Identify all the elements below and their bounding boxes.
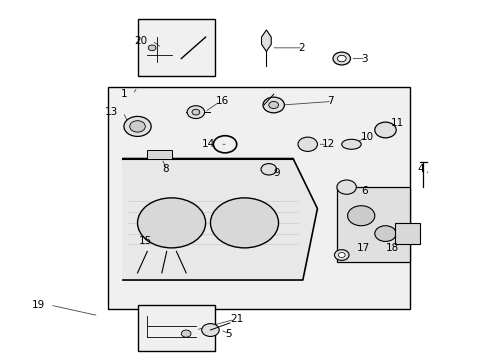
Polygon shape <box>122 158 317 280</box>
Bar <box>137 19 215 76</box>
Text: 18: 18 <box>385 243 398 253</box>
Text: 20: 20 <box>134 36 147 46</box>
Text: 5: 5 <box>224 329 231 339</box>
Text: 11: 11 <box>389 118 403 128</box>
Circle shape <box>334 249 348 260</box>
Circle shape <box>336 180 356 194</box>
Circle shape <box>374 226 395 242</box>
Text: 3: 3 <box>361 54 367 64</box>
Circle shape <box>137 198 205 248</box>
Circle shape <box>268 102 278 109</box>
Circle shape <box>261 163 276 175</box>
Circle shape <box>201 324 219 337</box>
Bar <box>147 150 171 158</box>
Text: 1: 1 <box>121 89 127 99</box>
Bar <box>394 223 419 244</box>
Ellipse shape <box>341 139 361 149</box>
Text: 15: 15 <box>139 236 152 246</box>
Bar <box>137 305 215 351</box>
Circle shape <box>187 106 204 118</box>
Polygon shape <box>336 187 409 262</box>
Text: 17: 17 <box>356 243 369 253</box>
Circle shape <box>337 55 346 62</box>
Bar <box>108 87 409 309</box>
Text: 14: 14 <box>202 139 215 149</box>
Text: 19: 19 <box>32 300 45 310</box>
Circle shape <box>192 109 200 115</box>
Circle shape <box>374 122 395 138</box>
Circle shape <box>123 116 151 136</box>
Text: 10: 10 <box>361 132 373 142</box>
Circle shape <box>148 45 156 51</box>
Circle shape <box>297 137 317 152</box>
Circle shape <box>332 52 350 65</box>
Text: 21: 21 <box>229 314 243 324</box>
Text: 4: 4 <box>417 164 424 174</box>
Text: 6: 6 <box>361 186 367 196</box>
Circle shape <box>129 121 145 132</box>
Circle shape <box>210 198 278 248</box>
Text: 8: 8 <box>162 164 168 174</box>
Text: 7: 7 <box>326 96 333 107</box>
Text: 12: 12 <box>322 139 335 149</box>
Text: 2: 2 <box>297 43 304 53</box>
Circle shape <box>263 97 284 113</box>
Polygon shape <box>261 30 271 51</box>
Text: 16: 16 <box>215 96 228 107</box>
Circle shape <box>347 206 374 226</box>
Circle shape <box>338 252 345 257</box>
Circle shape <box>181 330 191 337</box>
Text: 13: 13 <box>104 107 118 117</box>
Text: 9: 9 <box>273 168 280 178</box>
